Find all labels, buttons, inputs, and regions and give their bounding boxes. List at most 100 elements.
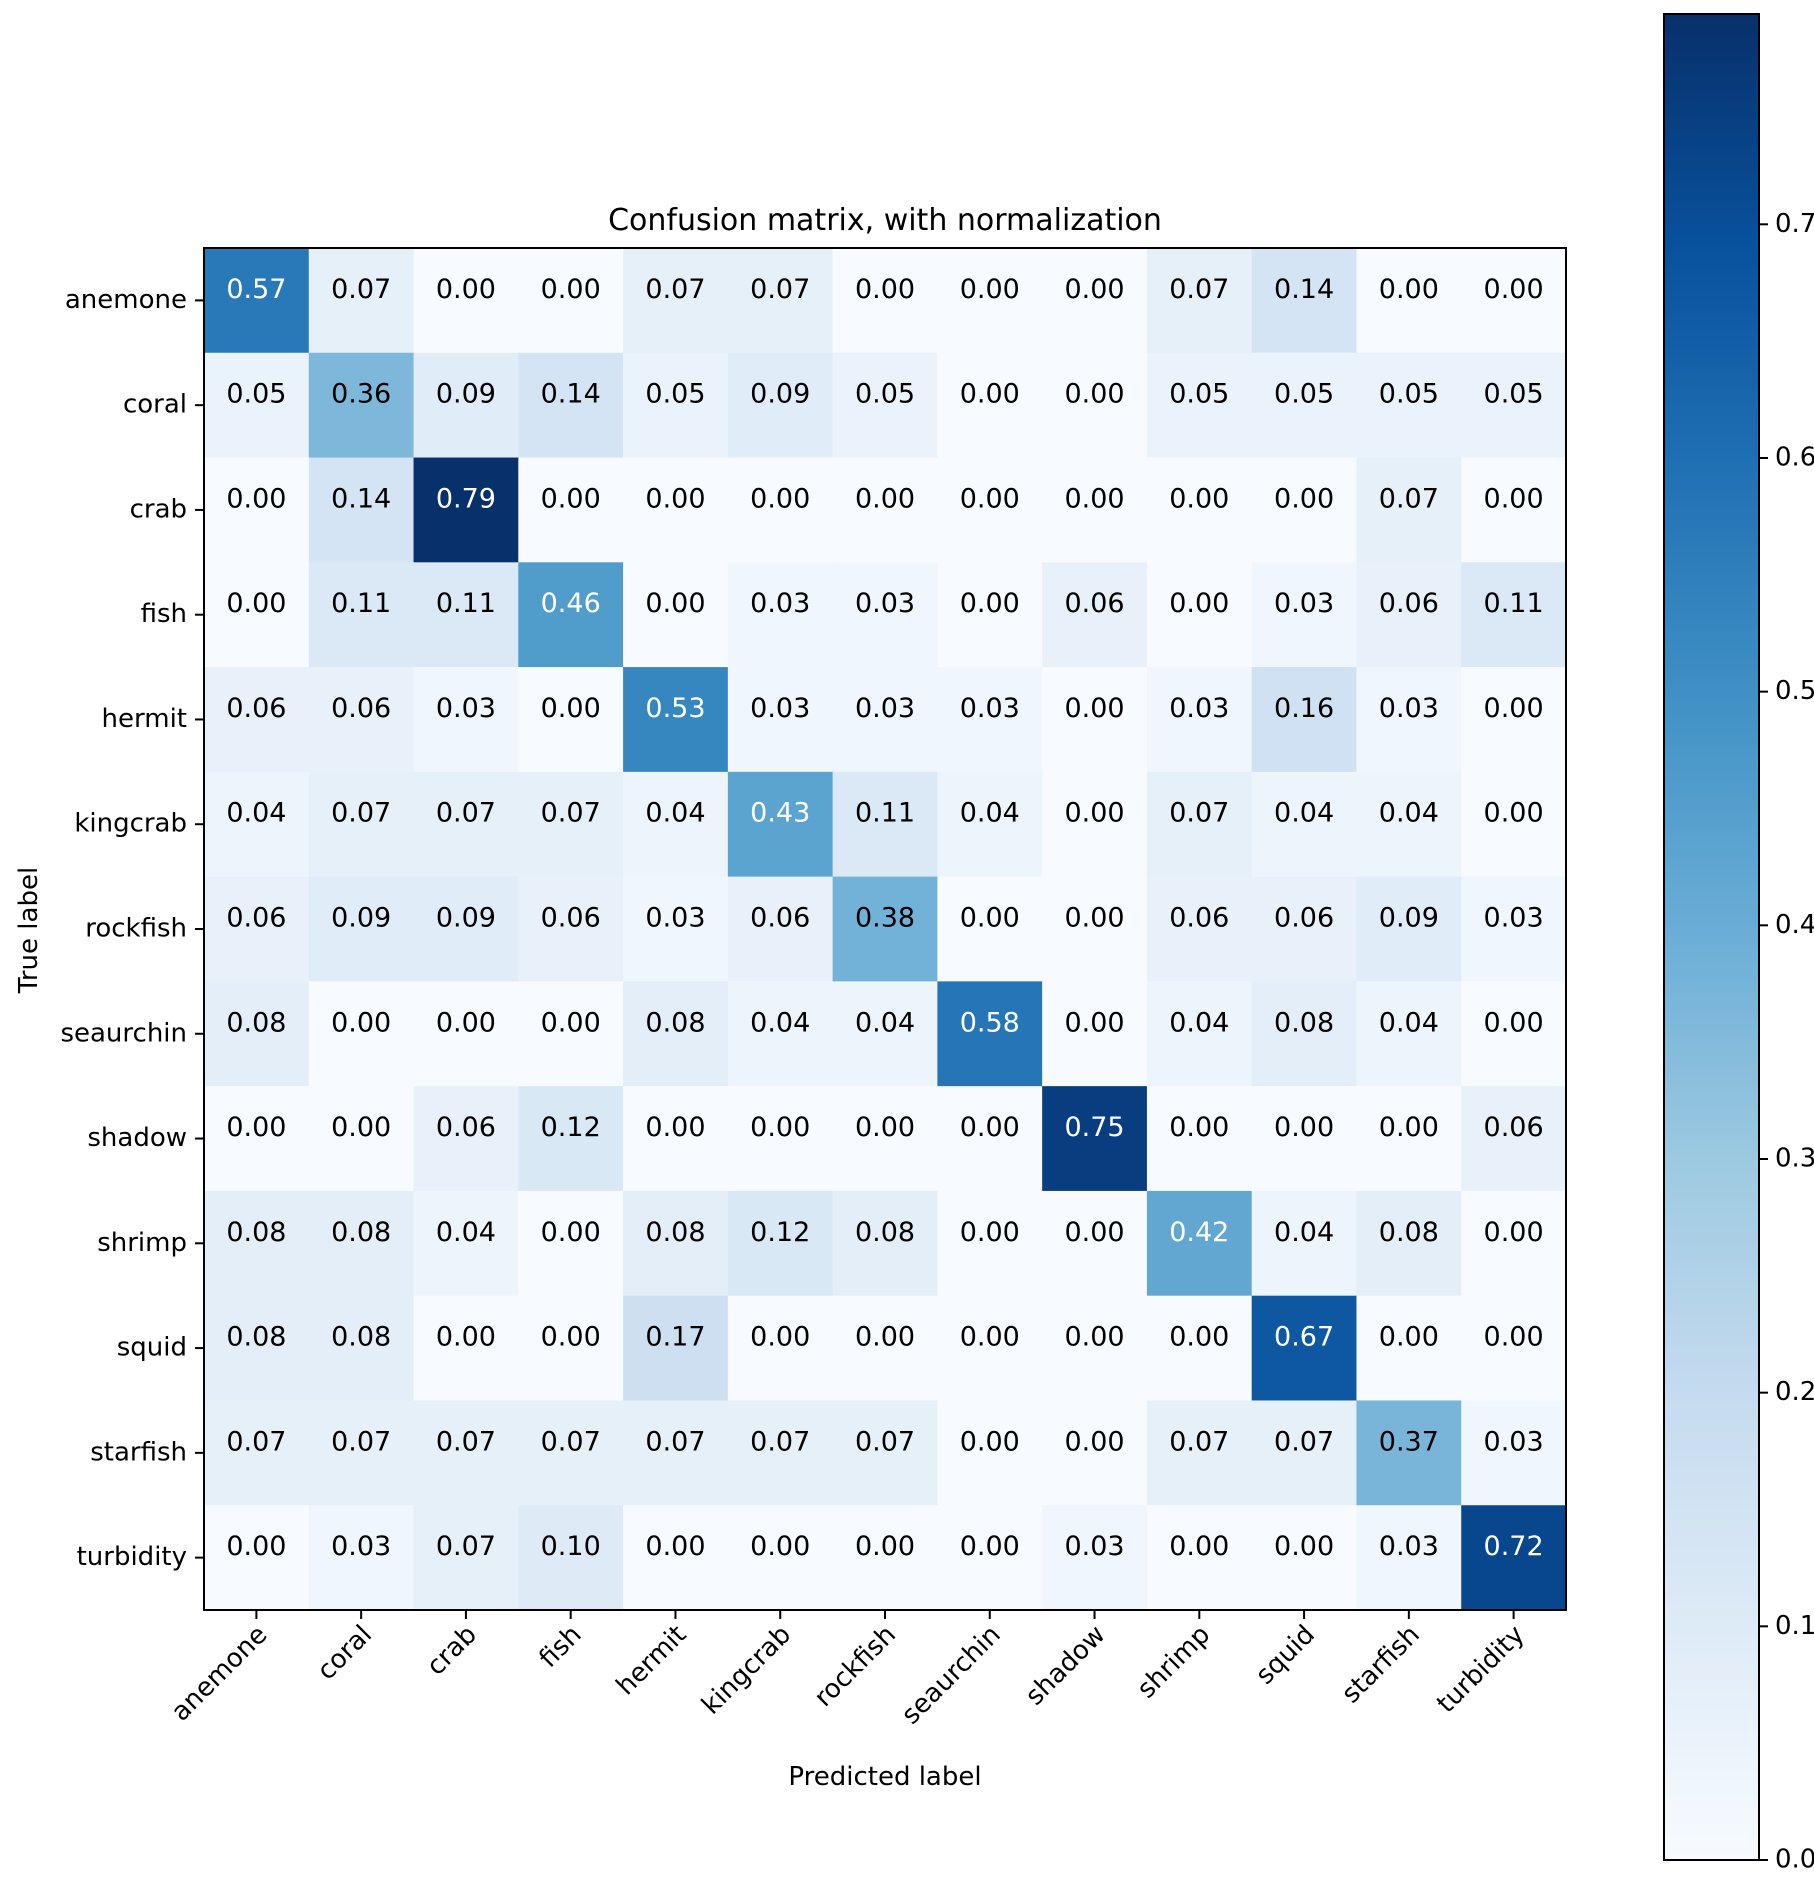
cell-value-label: 0.06 bbox=[1379, 588, 1439, 619]
heatmap-cell bbox=[1251, 667, 1358, 773]
cell-value-label: 0.14 bbox=[331, 483, 391, 514]
cell-value-label: 0.04 bbox=[226, 798, 286, 829]
heatmap-cell bbox=[1146, 352, 1253, 459]
cell-value-label: 0.04 bbox=[645, 798, 705, 829]
heatmap-cell bbox=[518, 981, 624, 1087]
cell-value-label: 0.03 bbox=[436, 693, 496, 724]
heatmap-cell bbox=[1146, 1400, 1253, 1506]
heatmap-cell bbox=[518, 1295, 624, 1402]
heatmap-cell bbox=[308, 1400, 415, 1506]
heatmap-cell bbox=[204, 1295, 310, 1402]
cell-value-label: 0.08 bbox=[226, 1322, 286, 1353]
cell-value-label: 0.00 bbox=[541, 1217, 601, 1248]
cell-value-label: 0.03 bbox=[1484, 903, 1544, 934]
heatmap-cell bbox=[1042, 1190, 1148, 1297]
heatmap-cell bbox=[518, 562, 624, 668]
heatmap-cell bbox=[1251, 1190, 1358, 1297]
heatmap-cell-labels: 0.57 0.07 0.00 0.00 0.07 0.07 0.00 0.00 0.00 0.07… bbox=[226, 274, 1543, 1562]
heatmap-cell bbox=[937, 876, 1043, 982]
heatmap-cell bbox=[204, 876, 310, 982]
cell-value-label: 0.03 bbox=[1064, 1531, 1124, 1562]
cell-value-label: 0.03 bbox=[331, 1531, 391, 1562]
cell-value-label: 0.08 bbox=[1274, 1007, 1334, 1038]
heatmap-cell bbox=[623, 981, 729, 1087]
heatmap-cell bbox=[727, 1190, 834, 1297]
heatmap-cell bbox=[727, 248, 834, 354]
heatmap-cell bbox=[1251, 981, 1358, 1087]
cell-value-label: 0.06 bbox=[1064, 588, 1124, 619]
cell-value-label: 0.00 bbox=[1274, 1112, 1334, 1143]
heatmap-cell bbox=[832, 981, 938, 1087]
heatmap-cell bbox=[832, 1086, 938, 1192]
heatmap-cell bbox=[832, 562, 938, 668]
cell-value-label: 0.09 bbox=[436, 903, 496, 934]
cell-value-label: 0.00 bbox=[436, 274, 496, 305]
cell-value-label: 0.00 bbox=[960, 1531, 1020, 1562]
cell-value-label: 0.53 bbox=[645, 693, 705, 724]
cell-value-label: 0.00 bbox=[855, 274, 915, 305]
heatmap-cell bbox=[937, 1400, 1043, 1506]
cell-value-label: 0.57 bbox=[226, 274, 286, 305]
colorbar-axis: 0.0 0.1 0.2 0.3 0.4 0.5 0.6 0.7 bbox=[1759, 209, 1814, 1875]
cell-value-label: 0.00 bbox=[436, 1007, 496, 1038]
heatmap-cell bbox=[1461, 667, 1567, 773]
cell-value-label: 0.09 bbox=[1379, 903, 1439, 934]
cell-value-label: 0.00 bbox=[855, 1112, 915, 1143]
cell-value-label: 0.00 bbox=[1274, 1531, 1334, 1562]
heatmap-cell bbox=[1042, 352, 1148, 459]
cell-value-label: 0.00 bbox=[960, 903, 1020, 934]
x-tick-label: fish bbox=[534, 1620, 588, 1674]
y-tick-label: kingcrab bbox=[74, 809, 187, 839]
heatmap-cell bbox=[308, 248, 415, 354]
heatmap-cell bbox=[1251, 771, 1358, 878]
cell-value-label: 0.00 bbox=[960, 379, 1020, 410]
heatmap-cell bbox=[308, 562, 415, 668]
cell-value-label: 0.07 bbox=[226, 1426, 286, 1457]
y-tick-label: hermit bbox=[102, 704, 187, 734]
cell-value-label: 0.00 bbox=[1064, 379, 1124, 410]
heatmap-cell bbox=[832, 1400, 938, 1506]
cell-value-label: 0.00 bbox=[1169, 1322, 1229, 1353]
cell-value-label: 0.67 bbox=[1274, 1322, 1334, 1353]
cell-value-label: 0.09 bbox=[750, 379, 810, 410]
y-tick-label: shrimp bbox=[97, 1228, 187, 1258]
cell-value-label: 0.04 bbox=[1274, 798, 1334, 829]
heatmap-cell bbox=[937, 562, 1043, 668]
cell-value-label: 0.07 bbox=[1169, 1426, 1229, 1457]
heatmap-cell bbox=[727, 1295, 834, 1402]
heatmap-cell bbox=[937, 457, 1043, 563]
cell-value-label: 0.00 bbox=[1484, 483, 1544, 514]
cell-value-label: 0.12 bbox=[750, 1217, 810, 1248]
colorbar-tick-label: 0.6 bbox=[1775, 442, 1814, 472]
heatmap-cell bbox=[1461, 1086, 1567, 1192]
heatmap-cell bbox=[204, 1400, 310, 1506]
heatmap-cell bbox=[1356, 771, 1462, 878]
cell-value-label: 0.08 bbox=[1379, 1217, 1439, 1248]
y-tick-label: fish bbox=[141, 599, 187, 629]
heatmap-cell bbox=[1356, 457, 1462, 563]
heatmap-cell bbox=[1461, 981, 1567, 1087]
heatmap-cell bbox=[1461, 248, 1567, 354]
heatmap-cell bbox=[204, 771, 310, 878]
cell-value-label: 0.37 bbox=[1379, 1426, 1439, 1457]
cell-value-label: 0.12 bbox=[541, 1112, 601, 1143]
heatmap-cell bbox=[1251, 1400, 1358, 1506]
cell-value-label: 0.03 bbox=[750, 693, 810, 724]
colorbar-tick-label: 0.3 bbox=[1775, 1143, 1814, 1173]
cell-value-label: 0.07 bbox=[855, 1426, 915, 1457]
heatmap-cell bbox=[1146, 876, 1253, 982]
heatmap-cell bbox=[623, 562, 729, 668]
heatmap-cell bbox=[413, 667, 519, 773]
cell-value-label: 0.36 bbox=[331, 379, 391, 410]
colorbar-tick-label: 0.2 bbox=[1775, 1377, 1814, 1407]
y-tick-label: crab bbox=[130, 494, 187, 524]
x-tick-label: squid bbox=[1250, 1620, 1321, 1691]
colorbar-tick-label: 0.1 bbox=[1775, 1611, 1814, 1641]
heatmap-cell bbox=[832, 876, 938, 982]
cell-value-label: 0.03 bbox=[1169, 693, 1229, 724]
heatmap-cell bbox=[1042, 1505, 1148, 1611]
cell-value-label: 0.05 bbox=[1484, 379, 1544, 410]
cell-value-label: 0.05 bbox=[855, 379, 915, 410]
cell-value-label: 0.08 bbox=[331, 1217, 391, 1248]
cell-value-label: 0.07 bbox=[436, 1426, 496, 1457]
